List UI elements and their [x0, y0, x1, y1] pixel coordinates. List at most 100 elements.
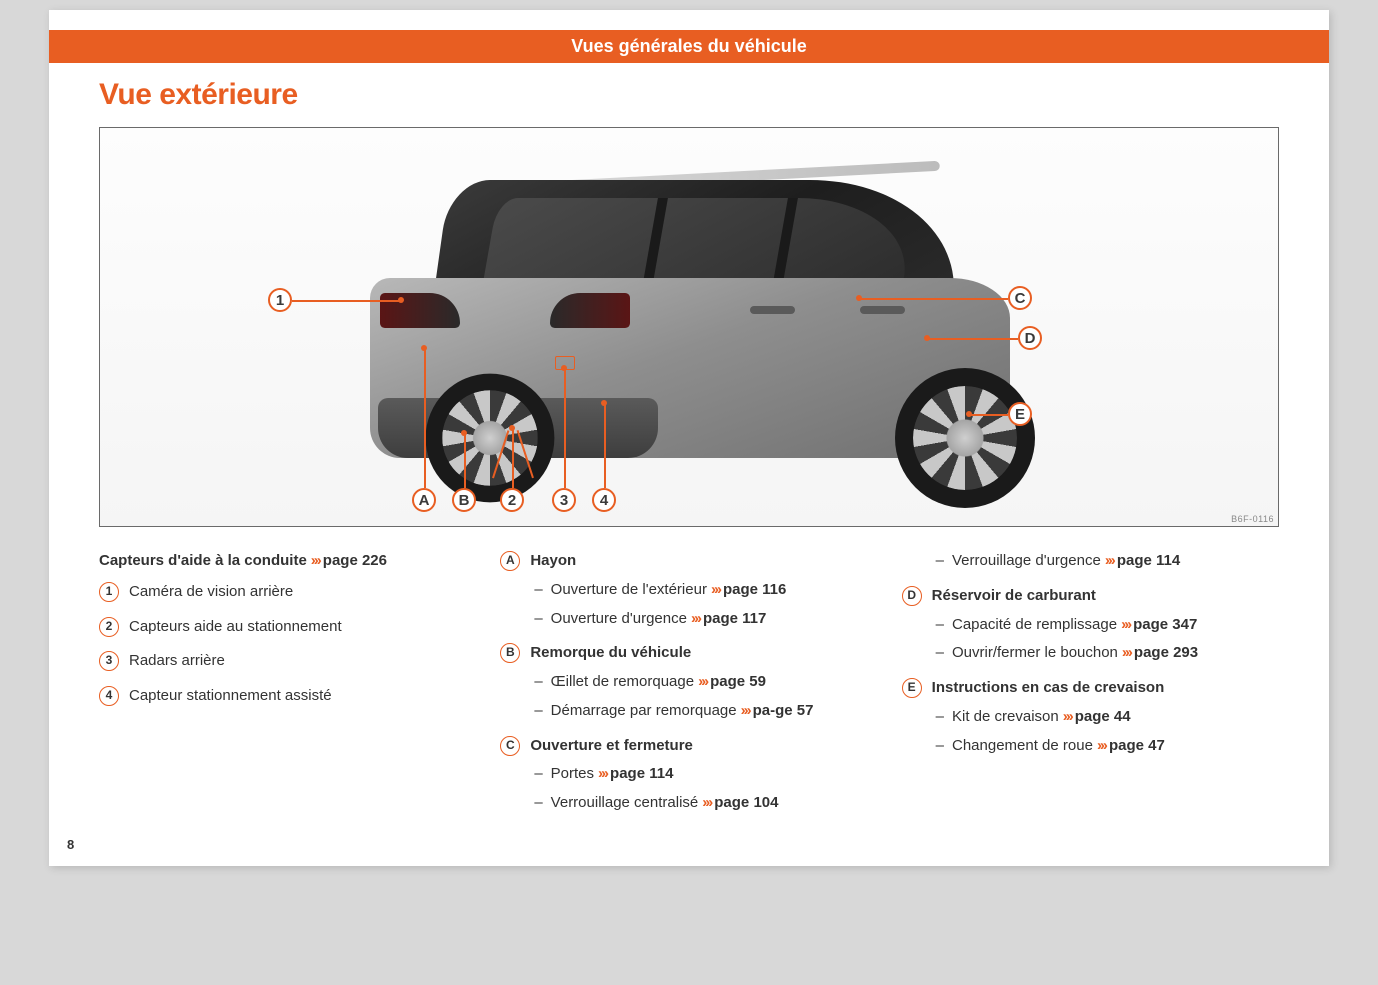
- legend-col-2: AHayonOuverture de l'extérieur›››page 11…: [500, 549, 877, 826]
- page-ref[interactable]: page 117: [703, 610, 766, 627]
- callout-line: [970, 414, 1008, 416]
- callout-line: [464, 433, 466, 488]
- chevron-icon: ›››: [311, 552, 320, 569]
- legend-group-title: Ouverture et fermeture: [530, 734, 693, 759]
- chevron-icon: ›››: [741, 702, 750, 719]
- legend-sublist: Œillet de remorquage›››page 59 Démarrage …: [500, 670, 877, 724]
- legend-group-title: Instructions en cas de crevaison: [932, 676, 1165, 701]
- legend-subtext: Démarrage par remorquage: [551, 702, 737, 719]
- legend-group-title: Hayon: [530, 549, 576, 574]
- page-ref[interactable]: page 347: [1133, 616, 1197, 633]
- callout-marker-2: 2: [500, 488, 524, 512]
- legend-subitem: Ouverture d'urgence›››page 117: [534, 607, 877, 632]
- legend-group-title: Réservoir de carburant: [932, 584, 1096, 609]
- callout-line: [928, 338, 1018, 340]
- legend-subitem: Changement de roue›››page 47: [936, 734, 1279, 759]
- legend-text: Capteur stationnement assisté: [129, 684, 332, 709]
- col1-heading: Capteurs d'aide à la conduite: [99, 552, 307, 569]
- legend-subtext: Changement de roue: [952, 737, 1093, 754]
- legend-subtext: Kit de crevaison: [952, 708, 1059, 725]
- page-ref[interactable]: page 104: [714, 794, 778, 811]
- page-ref[interactable]: page 59: [710, 673, 766, 690]
- callout-marker-B: B: [452, 488, 476, 512]
- num-badge: 4: [99, 686, 119, 706]
- chevron-icon: ›››: [1121, 616, 1130, 633]
- car-door-handle: [860, 306, 905, 314]
- callout-marker-1: 1: [268, 288, 292, 312]
- legend-group-header: E Instructions en cas de crevaison: [902, 676, 1279, 701]
- legend-col-1: Capteurs d'aide à la conduite ›››page 226…: [99, 549, 476, 826]
- legend-subtext: Verrouillage d'urgence: [952, 552, 1101, 569]
- legend-text: Capteurs aide au stationnement: [129, 615, 342, 640]
- car-door-handle: [750, 306, 795, 314]
- legend-subitem: Ouverture de l'extérieur ›››page 116: [534, 578, 877, 603]
- legend-item: 1 Caméra de vision arrière: [99, 580, 476, 605]
- letter-badge: E: [902, 678, 922, 698]
- letter-badge: A: [500, 551, 520, 571]
- num-badge: 1: [99, 582, 119, 602]
- legend-text: Caméra de vision arrière: [129, 580, 293, 605]
- callout-marker-4: 4: [592, 488, 616, 512]
- callout-line: [564, 368, 566, 488]
- page-ref[interactable]: pa-​ge 57: [753, 702, 814, 719]
- callout-marker-E: E: [1008, 402, 1032, 426]
- callout-line: [512, 428, 514, 488]
- car-taillight: [550, 293, 630, 328]
- legend-group-header: A Hayon: [500, 549, 877, 574]
- page-ref[interactable]: page 114: [1117, 552, 1180, 569]
- vehicle-figure: 1 A B 2 3 4 C D: [99, 127, 1279, 527]
- callout-dot: [421, 345, 427, 351]
- legend-subitem: Verrouillage centralisé›››page 104: [534, 791, 877, 816]
- legend-group-title: Remorque du véhicule: [530, 641, 691, 666]
- legend-sublist: Ouverture de l'extérieur›››page 116Ouver…: [500, 578, 877, 632]
- callout-marker-A: A: [412, 488, 436, 512]
- legend-subitem: Capacité de remplissage ›››page 347: [936, 613, 1279, 638]
- page-ref[interactable]: page 44: [1075, 708, 1131, 725]
- legend-subitem: Démarrage par remorquage ›››pa-​ge 57: [534, 699, 877, 724]
- col1-heading-row: Capteurs d'aide à la conduite ›››page 226: [99, 549, 476, 574]
- legend-group: BRemorque du véhicule Œillet de remorquag…: [500, 641, 877, 723]
- callout-dot: [924, 335, 930, 341]
- legend-group: E Instructions en cas de crevaison Kit de …: [902, 676, 1279, 758]
- callout-marker-C: C: [1008, 286, 1032, 310]
- car-taillight: [380, 293, 460, 328]
- legend-group: AHayonOuverture de l'extérieur›››page 11…: [500, 549, 877, 631]
- page-number: 8: [67, 837, 74, 852]
- legend-sublist: Capacité de remplissage ›››page 347 Ouvrir…: [902, 613, 1279, 667]
- letter-badge: C: [500, 736, 520, 756]
- legend-subtext: Ouvrir/fermer le bouchon: [952, 644, 1118, 661]
- legend-subtext: Portes: [551, 765, 594, 782]
- page-ref[interactable]: page 114: [610, 765, 673, 782]
- legend-item: 4 Capteur stationnement assisté: [99, 684, 476, 709]
- legend-col-3: Verrouillage d'urgence›››page 114DRéserv…: [902, 549, 1279, 826]
- callout-line: [860, 298, 1008, 300]
- callout-dot: [966, 411, 972, 417]
- car-wheel: [895, 368, 1035, 508]
- chevron-icon: ›››: [711, 581, 720, 598]
- legend-subtext: Ouverture de l'extérieur: [551, 581, 707, 598]
- letter-badge: D: [902, 586, 922, 606]
- car-window: [482, 198, 918, 288]
- page-ref[interactable]: page 116: [723, 581, 786, 598]
- legend-subtext: Verrouillage centralisé: [551, 794, 699, 811]
- legend-columns: Capteurs d'aide à la conduite›››page 226…: [99, 549, 1279, 826]
- callout-line: [292, 300, 400, 302]
- legend-subitem: Œillet de remorquage›››page 59: [534, 670, 877, 695]
- callout-dot: [461, 430, 467, 436]
- col1-list: 1 Caméra de vision arrière 2 Capteurs aide …: [99, 580, 476, 709]
- callout-dot: [509, 425, 515, 431]
- car-illustration: [350, 158, 1030, 498]
- page-ref[interactable]: page 47: [1109, 737, 1165, 754]
- page-ref[interactable]: page 226: [323, 552, 387, 569]
- legend-group: D Réservoir de carburant Capacité de rempl…: [902, 584, 1279, 666]
- callout-line: [604, 403, 606, 488]
- legend-sublist: Portes›››page 114Verrouillage centralisé…: [500, 762, 877, 816]
- legend-subtext: Capacité de remplissage: [952, 616, 1117, 633]
- num-badge: 2: [99, 617, 119, 637]
- num-badge: 3: [99, 651, 119, 671]
- section-title: Vue extérieure: [99, 78, 1279, 112]
- page-ref[interactable]: page 293: [1134, 644, 1198, 661]
- legend-group-header: BRemorque du véhicule: [500, 641, 877, 666]
- legend-sublist: Verrouillage d'urgence›››page 114: [902, 549, 1279, 574]
- legend-subitem: Kit de crevaison›››page 44: [936, 705, 1279, 730]
